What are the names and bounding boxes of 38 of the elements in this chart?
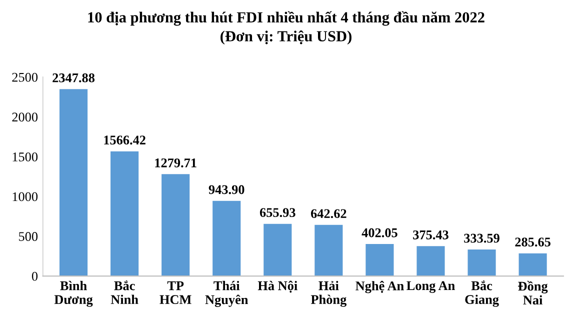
y-tick-label: 0 — [32, 272, 38, 281]
data-label: 402.05 — [362, 228, 398, 238]
x-tick-label: Bắc Ninh — [110, 280, 138, 304]
data-label: 1566.42 — [104, 136, 146, 145]
x-tick-label: Nghệ An — [356, 280, 404, 294]
y-tick-label: 1500 — [12, 152, 38, 162]
data-label: 333.59 — [464, 234, 500, 243]
data-label: 943.90 — [208, 185, 244, 194]
data-label: 285.65 — [515, 238, 550, 247]
bar — [468, 250, 496, 276]
y-tick-label: 1000 — [12, 192, 38, 202]
y-tick-label: 500 — [19, 232, 38, 241]
x-tick-label: Bắc Giang — [465, 280, 499, 307]
chart-title: 10 địa phương thu hút FDI nhiều nhất 4 tháng đầu năm 2022 — [88, 11, 484, 26]
bar — [162, 174, 190, 276]
bar — [518, 253, 547, 276]
bar — [366, 244, 394, 276]
x-tick-label: TP HCM — [160, 281, 192, 304]
data-label: 655.93 — [260, 208, 296, 218]
data-label: 2347.88 — [52, 73, 95, 82]
x-tick-label: Đồng Nai — [518, 280, 548, 305]
bar — [416, 246, 445, 276]
data-label: 375.43 — [413, 230, 448, 240]
bar — [59, 89, 88, 276]
x-tick-label: Thái Nguyên — [205, 280, 248, 307]
data-label: 642.62 — [310, 209, 346, 218]
x-tick-label: Long An — [406, 281, 455, 293]
data-label: 1279.71 — [155, 158, 196, 168]
chart-subtitle: (Đơn vị: Triệu USD) — [220, 30, 352, 45]
y-tick-label: 2000 — [12, 112, 38, 122]
bar — [264, 224, 292, 276]
x-tick-label: Hải Phòng — [310, 280, 347, 307]
x-tick-label: Bình Dương — [54, 280, 93, 307]
y-tick-label: 2500 — [12, 72, 38, 82]
bar — [314, 224, 343, 276]
x-tick-label: Hà Nội — [258, 280, 298, 293]
bar — [212, 200, 241, 276]
bar — [110, 151, 139, 276]
